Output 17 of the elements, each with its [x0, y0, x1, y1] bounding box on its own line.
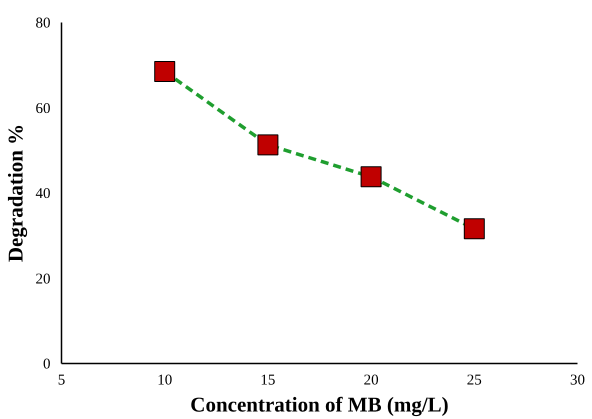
y-tick-label: 20	[36, 271, 50, 288]
x-tick-label: 25	[466, 372, 482, 388]
y-tick-label: 0	[43, 356, 50, 372]
point	[257, 134, 278, 156]
point	[360, 166, 382, 188]
x-tick-label: 30	[570, 372, 585, 388]
x-tick-label: 5	[58, 372, 66, 388]
x-axis-title: Concentration of MB (mg/L)	[190, 392, 449, 416]
y-tick-label: 40	[36, 186, 50, 202]
point	[464, 218, 485, 240]
y-axis-title: Degradation %	[4, 124, 28, 262]
point	[154, 61, 176, 82]
x-tick-label: 10	[157, 372, 172, 388]
x-tick-label: 20	[364, 372, 379, 388]
y-tick-label: 60	[36, 100, 50, 117]
y-tick-label: 80	[36, 16, 50, 32]
x-tick-label: 15	[260, 372, 276, 388]
